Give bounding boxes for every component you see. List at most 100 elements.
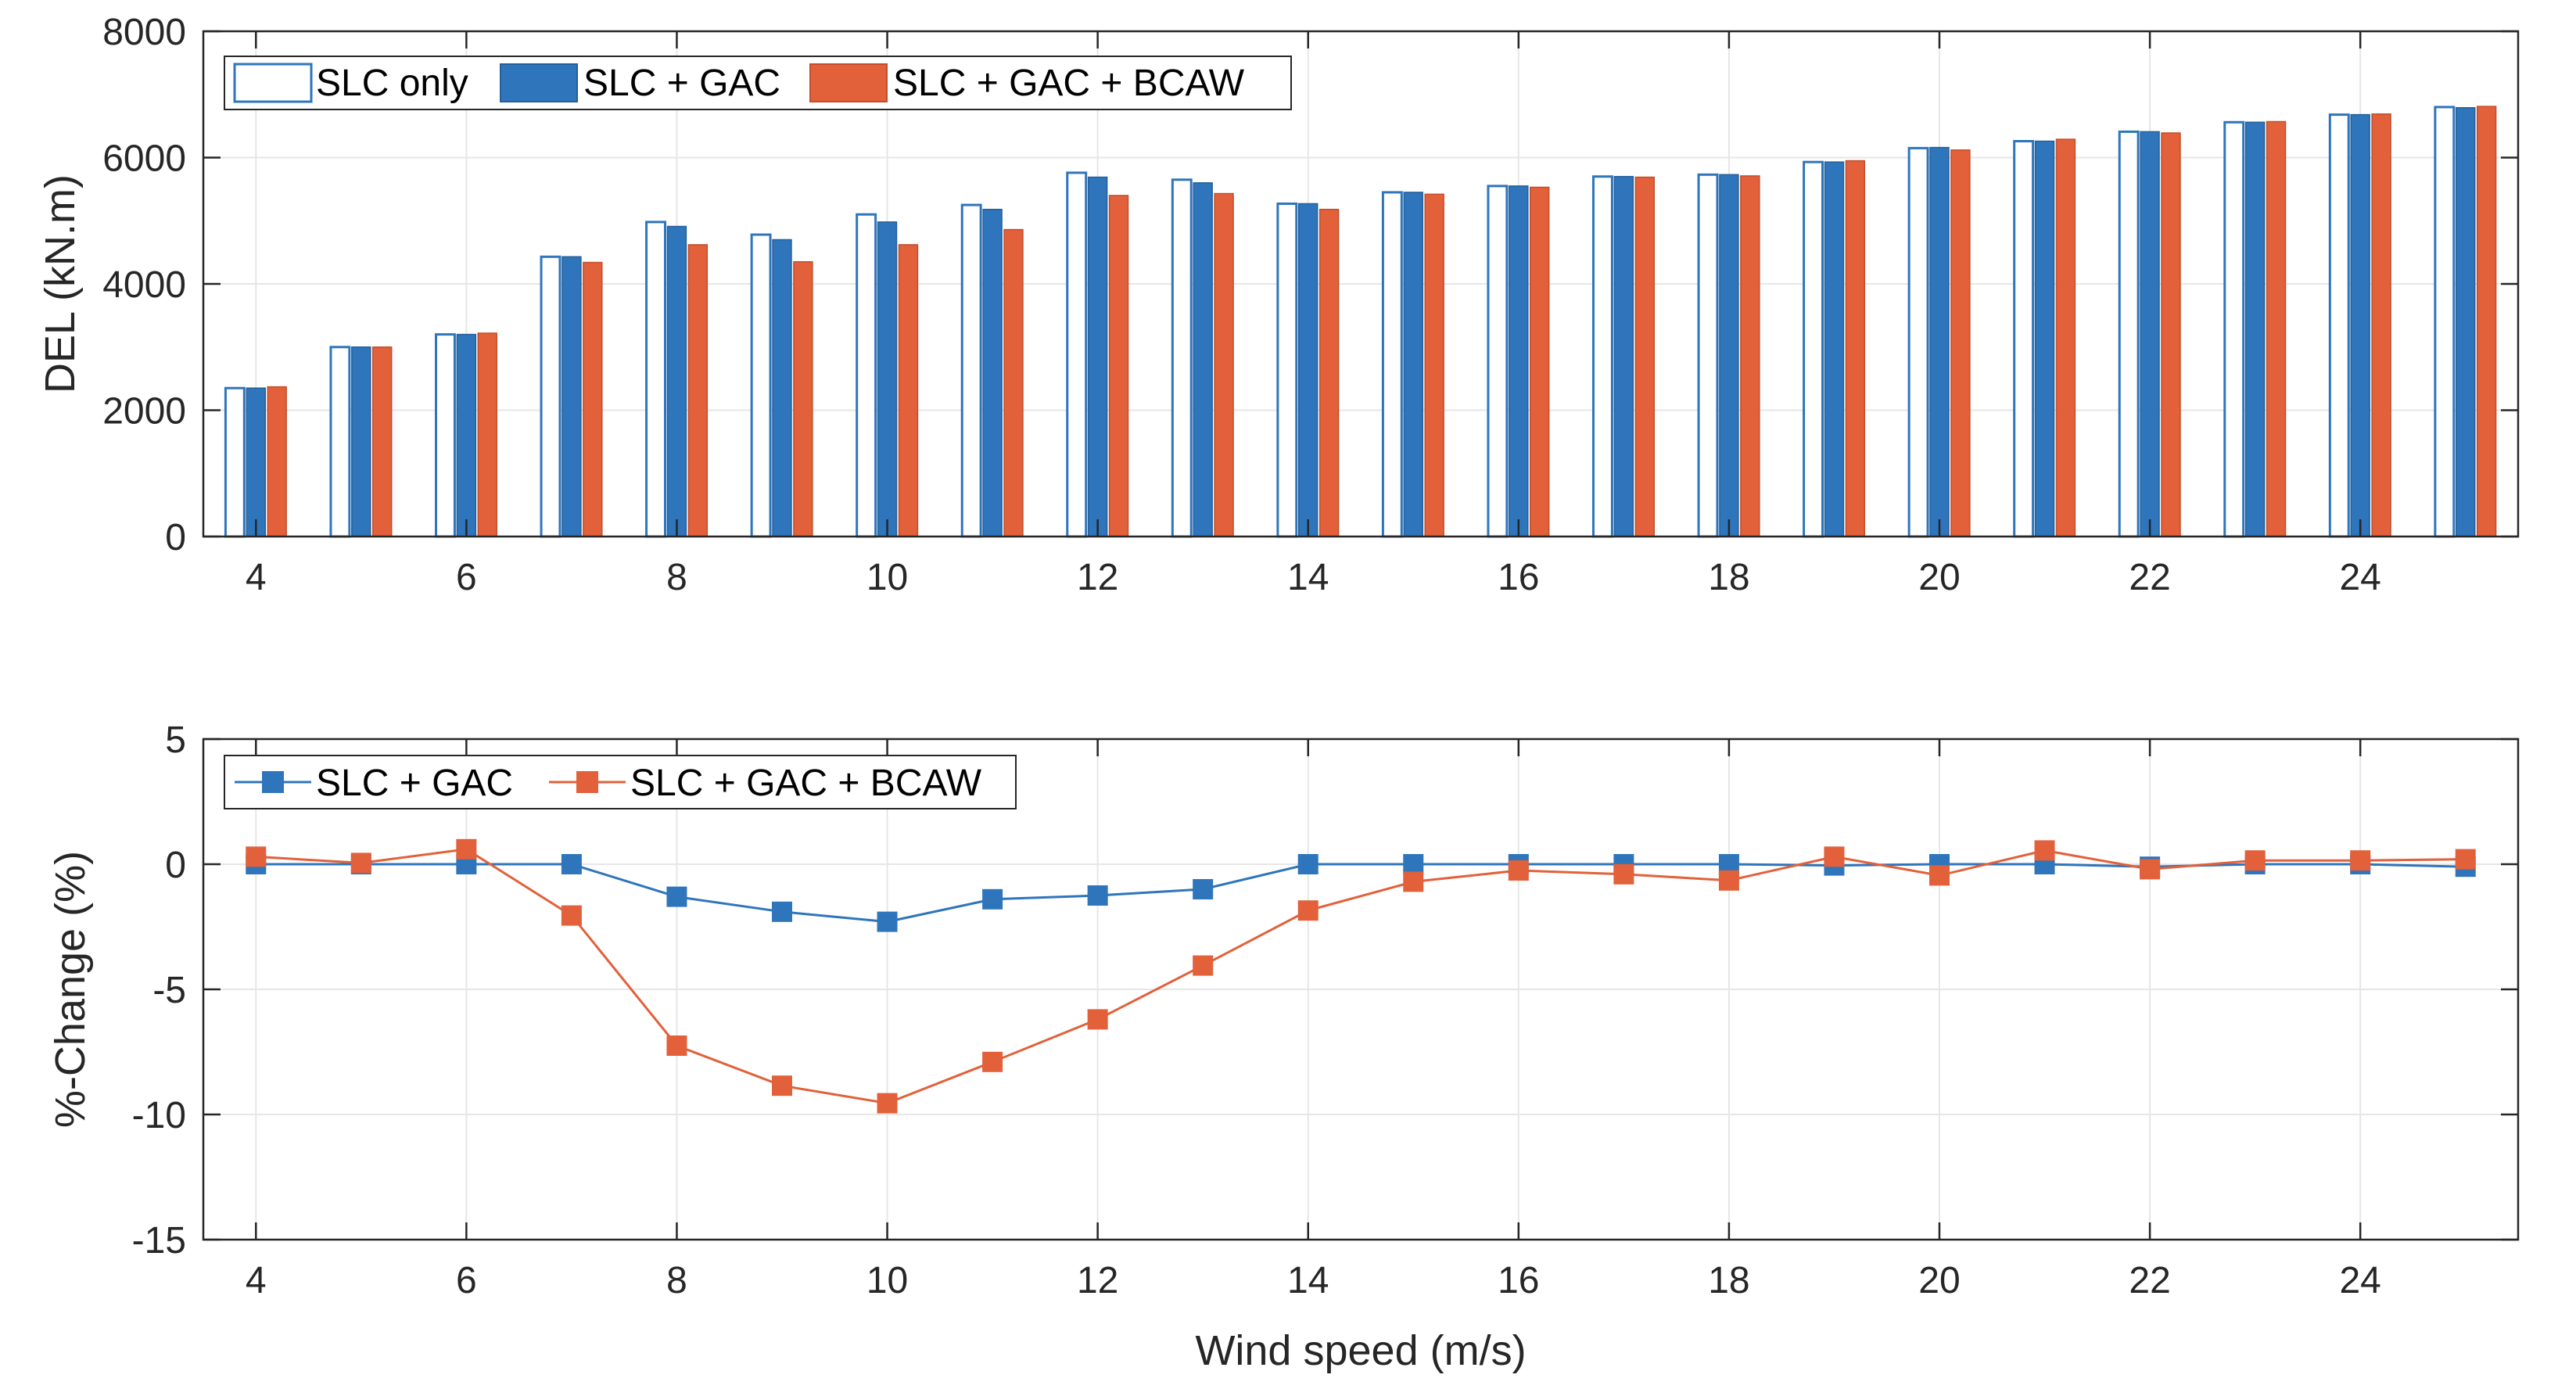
x-tick-label: 6 — [456, 1260, 477, 1301]
marker-slc-gac-bcaw — [1929, 865, 1950, 886]
bar-slc-gac-bcaw — [372, 346, 393, 537]
legend-label-slc-gac-bcaw: SLC + GAC + BCAW — [893, 63, 1245, 104]
bar-slc-gac-bcaw — [1003, 228, 1024, 537]
legend-swatch-slc-gac — [500, 63, 578, 102]
legend-marker-slc-gac-bcaw — [576, 771, 598, 793]
series-line-slc-gac-bcaw — [256, 848, 2466, 1105]
y-axis-label: %-Change (%) — [47, 851, 94, 1128]
marker-slc-gac-bcaw — [1508, 860, 1529, 881]
bar-slc-gac-bcaw — [1424, 193, 1444, 537]
bar-slc-only — [435, 333, 456, 538]
marker-slc-gac — [1087, 885, 1108, 906]
bar-slc-gac-bcaw — [1108, 195, 1129, 537]
bar-slc-gac — [2244, 121, 2266, 537]
series-lines — [246, 838, 2476, 1114]
bar-slc-only — [645, 221, 666, 538]
marker-slc-gac-bcaw — [456, 838, 477, 860]
marker-slc-gac — [1403, 854, 1424, 874]
marker-slc-gac-bcaw — [1297, 900, 1318, 921]
x-axis-label: Wind speed (m/s) — [1195, 1327, 1526, 1374]
bar-slc-only — [540, 255, 561, 538]
bar-slc-only — [1276, 202, 1298, 538]
bar-slc-gac — [666, 225, 687, 537]
marker-slc-gac-bcaw — [1613, 863, 1634, 885]
x-tick-label: 12 — [1077, 557, 1118, 598]
bar-slc-gac-bcaw — [2371, 113, 2391, 537]
bar-slc-only — [1066, 171, 1088, 538]
legend-label-slc-gac: SLC + GAC — [316, 763, 513, 804]
del-bar-chart: 4 6 8 10 12 14 16 18 20 22 24 0 2000 4000 6000 8000 DE… — [37, 12, 2520, 598]
marker-slc-gac-bcaw — [1193, 955, 1214, 976]
marker-slc-gac-bcaw — [2455, 849, 2476, 870]
bar-slc-only — [1697, 173, 1719, 538]
bar-slc-gac-bcaw — [1950, 149, 1971, 537]
bar-slc-gac — [351, 346, 371, 537]
y-tick-labels: -15 -10 -5 0 5 — [132, 720, 186, 1262]
bar-slc-gac — [2140, 131, 2160, 537]
bar-slc-gac-bcaw — [1634, 176, 1655, 537]
marker-slc-gac — [1297, 854, 1318, 874]
bar-slc-only — [329, 346, 351, 538]
marker-slc-gac-bcaw — [561, 905, 582, 926]
marker-slc-gac-bcaw — [1087, 1009, 1108, 1030]
y-tick-label: 0 — [165, 845, 186, 886]
x-tick-label: 14 — [1287, 557, 1329, 598]
y-tick-label: 0 — [165, 517, 186, 558]
legend-box — [224, 56, 1292, 110]
bar-slc-only — [1487, 185, 1509, 538]
x-tick-label: 22 — [2129, 1260, 2170, 1301]
bar-slc-gac-bcaw — [2476, 106, 2497, 537]
y-tick-label: -10 — [132, 1095, 186, 1136]
bar-slc-gac — [2350, 113, 2370, 537]
y-tick-labels: 0 2000 4000 6000 8000 — [102, 12, 186, 558]
bar-slc-gac — [2456, 106, 2476, 537]
bar-slc-gac — [1929, 146, 1950, 537]
x-tick-label: 10 — [866, 1260, 908, 1301]
bar-slc-gac-bcaw — [1845, 160, 1866, 537]
legend-marker-slc-gac — [262, 771, 284, 793]
x-tick-label: 20 — [1918, 1260, 1960, 1301]
marker-slc-gac-bcaw — [1824, 846, 1845, 867]
marker-slc-gac — [877, 911, 898, 932]
legend-swatch-slc-only — [233, 63, 313, 103]
marker-slc-gac-bcaw — [1718, 870, 1739, 891]
x-tick-label: 12 — [1077, 1260, 1118, 1301]
marker-slc-gac-bcaw — [2140, 859, 2161, 880]
x-tick-label: 10 — [866, 557, 908, 598]
bar-slc-gac — [1613, 175, 1634, 537]
legend-label-slc-gac-bcaw: SLC + GAC + BCAW — [630, 763, 982, 804]
marker-slc-gac — [666, 886, 687, 907]
bar-slc-gac — [982, 208, 1003, 537]
x-tick-label: 24 — [2339, 557, 2380, 598]
marker-slc-gac-bcaw — [2244, 850, 2266, 871]
bar-slc-gac — [1298, 203, 1318, 537]
marker-slc-gac-bcaw — [877, 1093, 898, 1114]
bar-slc-gac-bcaw — [898, 244, 919, 537]
bar-slc-only — [2223, 120, 2245, 538]
bar-slc-only — [1381, 191, 1403, 538]
x-tick-label: 22 — [2129, 557, 2170, 598]
bar-slc-gac — [246, 387, 266, 537]
y-axis-label: DEL (kN.m) — [37, 174, 84, 393]
y-tick-label: 6000 — [102, 138, 186, 180]
marker-slc-gac-bcaw — [982, 1051, 1003, 1072]
marker-slc-gac — [561, 854, 582, 874]
tick-marks — [203, 738, 2518, 1241]
y-tick-label: -15 — [132, 1220, 186, 1262]
legend: SLC + GAC SLC + GAC + BCAW — [224, 755, 1017, 809]
bar-slc-only — [2118, 130, 2140, 538]
bar-slc-gac-bcaw — [2266, 120, 2287, 537]
bar-slc-gac-bcaw — [477, 332, 497, 537]
y-tick-label: 8000 — [102, 12, 186, 53]
y-tick-label: 4000 — [102, 264, 186, 306]
series-line-slc-gac — [256, 863, 2466, 924]
bar-slc-only — [224, 386, 246, 538]
x-tick-label: 14 — [1287, 1260, 1329, 1301]
bar-slc-gac — [2034, 140, 2055, 537]
bar-slc-gac — [456, 333, 477, 537]
bar-slc-gac — [1403, 192, 1423, 537]
legend-label-slc-only: SLC only — [316, 63, 468, 104]
percent-change-line-chart: 4 6 8 10 12 14 16 18 20 22 24 -15 -10 -5 0 5 %-Change … — [47, 720, 2520, 1374]
y-tick-label: -5 — [152, 970, 186, 1011]
